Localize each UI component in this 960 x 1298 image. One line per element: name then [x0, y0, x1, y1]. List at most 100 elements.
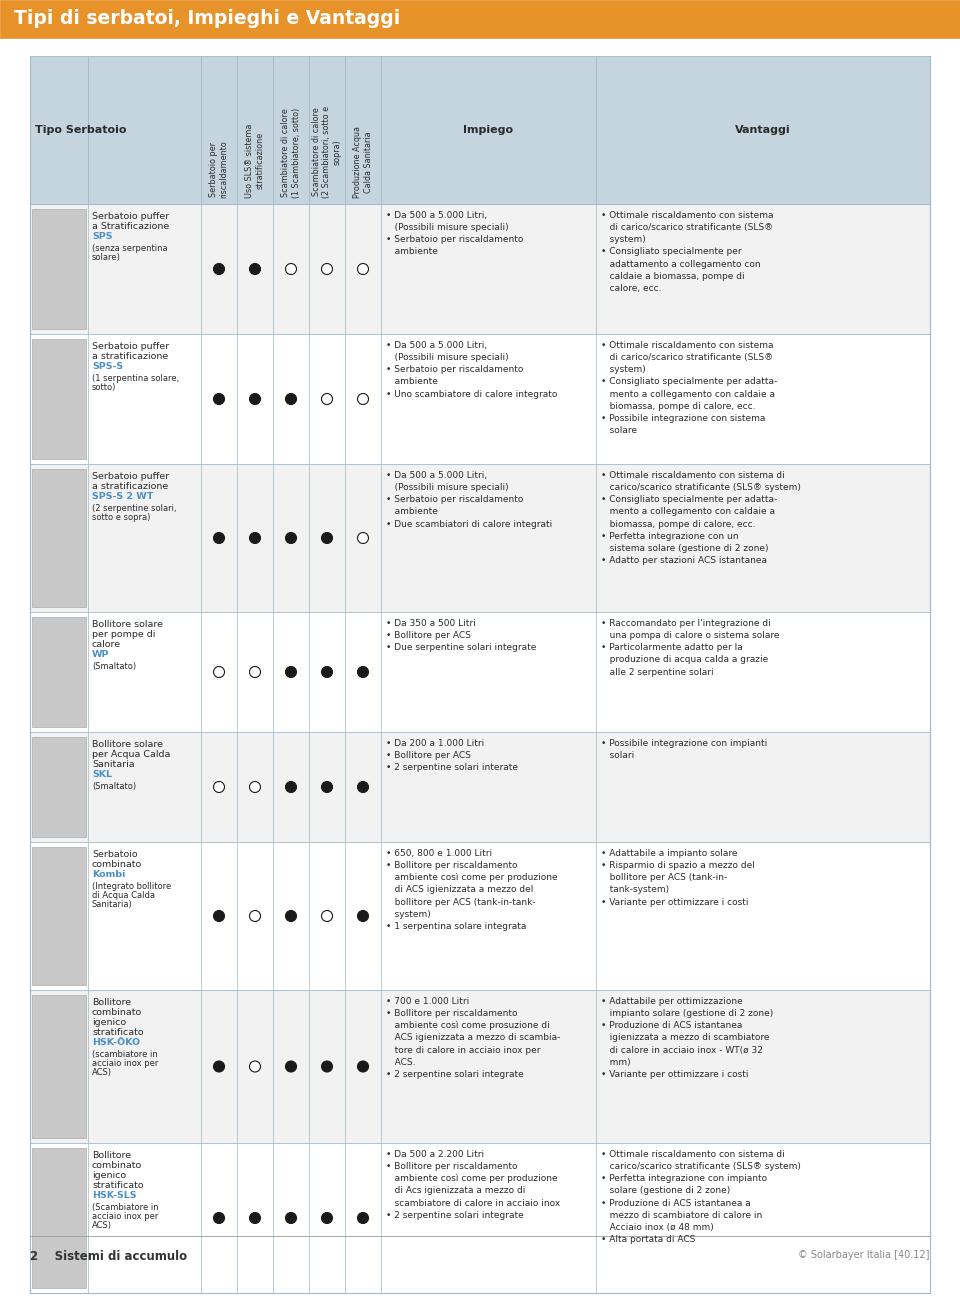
Text: • 650, 800 e 1.000 Litri
• Bollitore per riscaldamento
   ambiente così come per: • 650, 800 e 1.000 Litri • Bollitore per…	[386, 849, 558, 931]
Text: (Scambiatore in: (Scambiatore in	[92, 1203, 158, 1212]
Text: © Solarbayer Italia [40.12]: © Solarbayer Italia [40.12]	[799, 1250, 930, 1260]
Bar	[30, 990, 930, 1144]
Text: (Smaltato): (Smaltato)	[92, 662, 136, 671]
Text: Sanitaria): Sanitaria)	[92, 900, 132, 909]
Text: • Adattabile a impianto solare
• Risparmio di spazio a mezzo del
   bollitore pe: • Adattabile a impianto solare • Risparm…	[601, 849, 755, 906]
Text: • Ottimale riscaldamento con sistema di
   carico/scarico stratificante (SLS® sy: • Ottimale riscaldamento con sistema di …	[601, 1150, 801, 1243]
Circle shape	[213, 666, 225, 678]
Text: (scambiatore in: (scambiatore in	[92, 1050, 157, 1059]
Text: (2 serpentine solari,: (2 serpentine solari,	[92, 504, 177, 513]
Circle shape	[285, 532, 297, 544]
Bar	[30, 463, 930, 611]
Circle shape	[322, 532, 332, 544]
Text: Produzione Acqua
Calda Sanitaria: Produzione Acqua Calda Sanitaria	[353, 126, 372, 199]
Text: • Da 500 a 2.200 Litri
• Bollitore per riscaldamento
   ambiente così come per p: • Da 500 a 2.200 Litri • Bollitore per r…	[386, 1150, 561, 1220]
Text: Tipo Serbatoio: Tipo Serbatoio	[35, 125, 127, 135]
Circle shape	[250, 781, 260, 793]
Text: (senza serpentina: (senza serpentina	[92, 244, 168, 253]
Circle shape	[285, 1212, 297, 1224]
Circle shape	[250, 263, 260, 274]
Bar	[30, 842, 930, 990]
Bar	[30, 1144, 930, 1293]
Bar	[30, 56, 930, 204]
Circle shape	[322, 263, 332, 274]
Circle shape	[250, 393, 260, 405]
Text: stratificato: stratificato	[92, 1181, 144, 1190]
Bar	[32, 996, 86, 1138]
Bar	[32, 737, 86, 837]
Text: sotto e sopra): sotto e sopra)	[92, 513, 151, 522]
Bar	[32, 209, 86, 328]
Circle shape	[285, 263, 297, 274]
Text: combinato: combinato	[92, 1009, 142, 1018]
Circle shape	[213, 1060, 225, 1072]
Bar	[30, 732, 930, 842]
Circle shape	[357, 393, 369, 405]
Bar	[32, 469, 86, 607]
Text: 2    Sistemi di accumulo: 2 Sistemi di accumulo	[30, 1250, 187, 1263]
Text: acciaio inox per: acciaio inox per	[92, 1212, 158, 1221]
Text: sotto): sotto)	[92, 383, 116, 392]
Circle shape	[213, 1212, 225, 1224]
Text: stratificato: stratificato	[92, 1028, 144, 1037]
Text: igenico: igenico	[92, 1171, 126, 1180]
Circle shape	[357, 1212, 369, 1224]
Bar	[32, 339, 86, 459]
Text: • Adattabile per ottimizzazione
   impianto solare (gestione di 2 zone)
• Produz: • Adattabile per ottimizzazione impianto…	[601, 997, 773, 1079]
Bar	[30, 334, 930, 463]
Circle shape	[250, 1060, 260, 1072]
Bar	[32, 617, 86, 727]
Text: per pompe di: per pompe di	[92, 630, 156, 639]
Text: • 700 e 1.000 Litri
• Bollitore per riscaldamento
   ambiente così come prosuzio: • 700 e 1.000 Litri • Bollitore per risc…	[386, 997, 561, 1079]
Text: (1 serpentina solare,: (1 serpentina solare,	[92, 374, 180, 383]
Text: Serbatoio puffer: Serbatoio puffer	[92, 472, 169, 482]
Text: HSK-ÖKO: HSK-ÖKO	[92, 1038, 140, 1047]
Text: • Ottimale riscaldamento con sistema
   di carico/scarico stratificante (SLS®
  : • Ottimale riscaldamento con sistema di …	[601, 341, 778, 435]
Circle shape	[250, 1212, 260, 1224]
Circle shape	[213, 910, 225, 922]
Bar	[0, 0, 960, 38]
Text: SKL: SKL	[92, 770, 112, 779]
Text: Impiego: Impiego	[464, 125, 514, 135]
Circle shape	[322, 1212, 332, 1224]
Text: Serbatoio: Serbatoio	[92, 850, 137, 859]
Bar	[30, 611, 930, 732]
Text: Bollitore solare: Bollitore solare	[92, 620, 163, 630]
Circle shape	[285, 781, 297, 793]
Circle shape	[322, 666, 332, 678]
Circle shape	[285, 910, 297, 922]
Bar	[30, 204, 930, 334]
Text: combinato: combinato	[92, 861, 142, 868]
Circle shape	[322, 393, 332, 405]
Circle shape	[250, 910, 260, 922]
Text: Bollitore solare: Bollitore solare	[92, 740, 163, 749]
Circle shape	[357, 910, 369, 922]
Circle shape	[285, 666, 297, 678]
Text: Scambiatore di calore
(2 Scambiatori, sotto e
sopra): Scambiatore di calore (2 Scambiatori, so…	[312, 106, 342, 199]
Circle shape	[322, 910, 332, 922]
Text: • Da 200 a 1.000 Litri
• Bollitore per ACS
• 2 serpentine solari interate: • Da 200 a 1.000 Litri • Bollitore per A…	[386, 739, 518, 772]
Text: ACS): ACS)	[92, 1068, 112, 1077]
Text: WP: WP	[92, 650, 109, 659]
Text: solare): solare)	[92, 253, 121, 262]
Circle shape	[357, 1060, 369, 1072]
Text: acciaio inox per: acciaio inox per	[92, 1059, 158, 1068]
Text: ACS): ACS)	[92, 1221, 112, 1231]
Text: • Da 350 a 500 Litri
• Bollitore per ACS
• Due serpentine solari integrate: • Da 350 a 500 Litri • Bollitore per ACS…	[386, 619, 537, 653]
Text: • Da 500 a 5.000 Litri,
   (Possibili misure speciali)
• Serbatoio per riscaldam: • Da 500 a 5.000 Litri, (Possibili misur…	[386, 212, 523, 257]
Circle shape	[213, 532, 225, 544]
Circle shape	[357, 781, 369, 793]
Text: SPS: SPS	[92, 232, 112, 241]
Text: a stratificazione: a stratificazione	[92, 352, 168, 361]
Text: per Acqua Calda: per Acqua Calda	[92, 750, 170, 759]
Text: (Smaltato): (Smaltato)	[92, 781, 136, 790]
Text: Tipi di serbatoi, Impieghi e Vantaggi: Tipi di serbatoi, Impieghi e Vantaggi	[14, 9, 400, 29]
Text: di Acqua Calda: di Acqua Calda	[92, 890, 155, 900]
Text: combinato: combinato	[92, 1160, 142, 1169]
Text: • Possibile integrazione con impianti
   solari: • Possibile integrazione con impianti so…	[601, 739, 767, 761]
Circle shape	[285, 1060, 297, 1072]
Text: SPS-S: SPS-S	[92, 362, 123, 371]
Text: Sanitaria: Sanitaria	[92, 761, 134, 768]
Text: SPS-S 2 WT: SPS-S 2 WT	[92, 492, 154, 501]
Text: HSK-SLS: HSK-SLS	[92, 1192, 136, 1199]
